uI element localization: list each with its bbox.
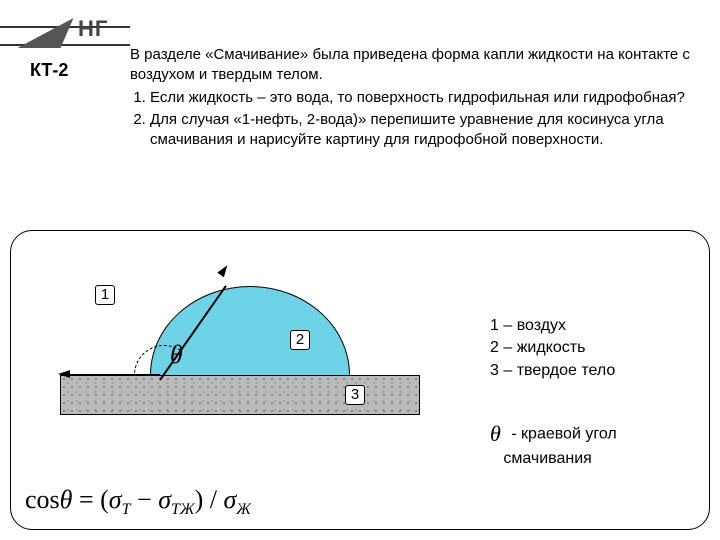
slide-code: КТ-2 <box>30 60 68 81</box>
fn-sigma-2: σ <box>158 485 171 514</box>
fn-cos: cos <box>25 485 60 514</box>
young-equation: cosθ = (σТ − σТЖ) / σЖ <box>25 485 251 519</box>
fn-eq: = ( <box>72 485 108 514</box>
fn-close: ) / <box>195 485 224 514</box>
solid-surface <box>60 375 420 415</box>
header-logo: НГ <box>0 8 140 58</box>
legend-line-2: 2 – жидкость <box>490 337 615 359</box>
theta-text-1: - краевой угол <box>511 426 616 443</box>
label-air: 1 <box>95 285 115 305</box>
intro-lead: В разделе «Смачивание» была приведена фо… <box>130 46 690 83</box>
fn-sub-tz: ТЖ <box>171 501 195 518</box>
fn-sub-z: Ж <box>236 501 251 518</box>
fn-sigma-1: σ <box>109 485 122 514</box>
legend-line-3: 3 – твердое тело <box>490 360 615 382</box>
label-liquid: 2 <box>290 330 310 350</box>
theta-description: θ - краевой угол смачивания <box>490 420 617 469</box>
fn-minus: − <box>131 485 159 514</box>
arrow-up-icon <box>217 263 230 277</box>
intro-paragraph: В разделе «Смачивание» была приведена фо… <box>130 45 700 152</box>
fn-theta: θ <box>60 485 73 514</box>
diagram-legend: 1 – воздух 2 – жидкость 3 – твердое тело <box>490 315 615 382</box>
logo-text: НГ <box>78 16 108 42</box>
arrow-left-icon <box>58 370 70 378</box>
intro-item-2: Для случая «1-нефть, 2-вода)» перепишите… <box>150 110 700 151</box>
theta-symbol-desc: θ <box>490 420 501 449</box>
theta-text-2: смачивания <box>503 450 591 467</box>
legend-line-1: 1 – воздух <box>490 315 615 337</box>
theta-symbol: θ <box>170 340 183 370</box>
wetting-diagram: θ 1 2 3 <box>60 255 420 430</box>
label-solid: 3 <box>345 385 365 405</box>
fn-sigma-3: σ <box>223 485 236 514</box>
fn-sub-t: Т <box>122 501 131 518</box>
intro-item-1: Если жидкость – это вода, то поверхность… <box>150 88 700 108</box>
